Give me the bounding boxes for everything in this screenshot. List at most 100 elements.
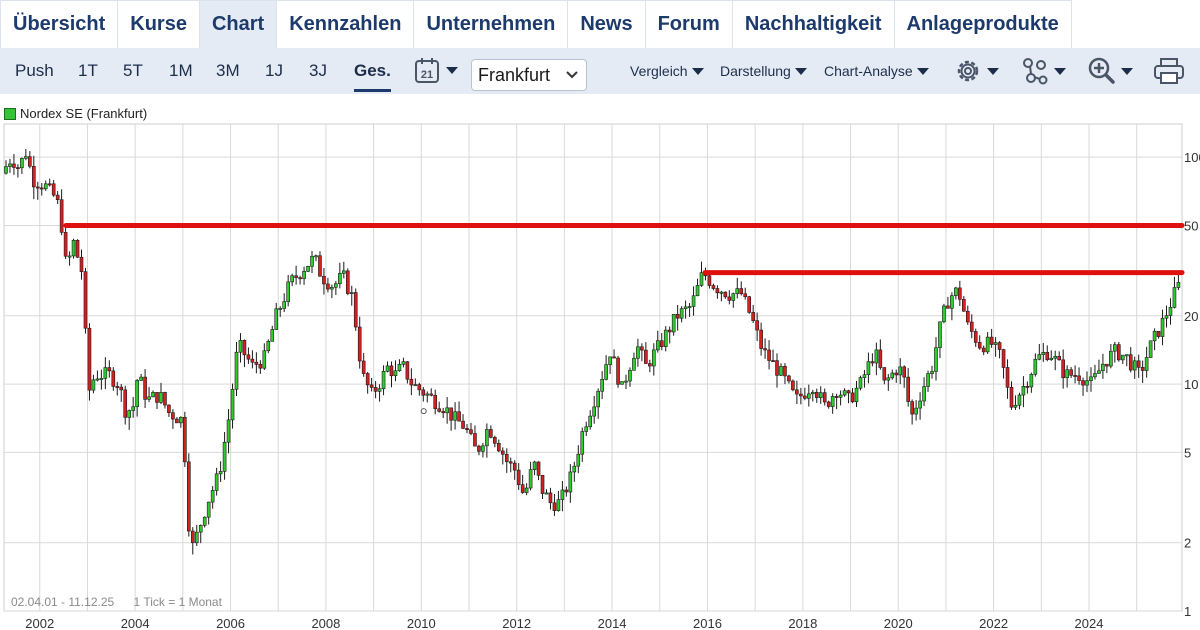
compare-dropdown[interactable]: Vergleich [630,48,704,94]
candle-down [433,394,438,410]
candle-down [1105,363,1109,367]
indicators-button[interactable] [1020,48,1070,94]
tab-forum[interactable]: Forum [644,0,733,48]
period-1j[interactable]: 1J [265,61,283,80]
candle-up [413,384,418,387]
candle-down [508,461,513,464]
candle-up [810,391,815,395]
candle-up [385,365,390,372]
candle-down [345,270,350,294]
candle-up [314,255,318,258]
exchange-select[interactable]: Frankfurt [471,59,587,91]
tab-news[interactable]: News [567,0,646,48]
candle-down [369,384,374,388]
period-5t[interactable]: 5T [123,61,143,80]
y-tick-label: 1 [1184,604,1191,619]
candle-down [12,163,16,168]
candle-up [632,357,636,371]
candle-up [222,441,227,472]
candle-down [755,320,759,331]
tab-nachhaltigkeit[interactable]: Nachhaltigkeit [731,0,895,48]
candle-down [246,354,251,360]
candle-down [28,156,32,167]
period-push[interactable]: Push [15,61,54,80]
candle-up [636,346,640,359]
candle-up [1132,360,1137,371]
candle-down [171,412,175,420]
period-ges[interactable]: Ges. [354,48,391,94]
candle-up [886,377,891,381]
candle-up [838,394,843,398]
candle-down [743,293,748,297]
candle-down [449,407,453,421]
candle-down [894,372,899,376]
candle-up [147,396,151,400]
period-1m[interactable]: 1M [169,61,193,80]
tab-kennzahlen[interactable]: Kennzahlen [276,0,415,48]
candle-down [1069,369,1073,376]
period-3j[interactable]: 3J [309,61,327,80]
tab-anlageprodukte[interactable]: Anlageprodukte [893,0,1072,48]
chart-analysis-dropdown[interactable]: Chart-Analyse [824,48,929,94]
candle-up [954,287,958,296]
period-3m[interactable]: 3M [216,61,240,80]
settings-button[interactable] [953,48,1003,94]
candle-down [55,194,60,201]
x-tick-label: 2024 [1075,616,1104,630]
tab-chart[interactable]: Chart [198,0,278,48]
candle-up [922,386,926,402]
candle-down [799,393,803,397]
display-dropdown[interactable]: Darstellung [720,48,807,94]
x-tick-label: 2010 [407,616,436,630]
candle-down [183,416,187,463]
candle-up [43,183,48,190]
candle-down [353,292,358,328]
candle-down [1061,359,1065,379]
candle-up [334,283,338,288]
candle-down [504,453,509,463]
candle-up [286,281,290,302]
candle-down [552,502,557,511]
print-button[interactable] [1153,48,1185,94]
candle-up [1021,386,1026,396]
zoom-button[interactable] [1087,48,1137,94]
tab-unternehmen[interactable]: Unternehmen [413,0,569,48]
x-tick-label: 2018 [788,616,817,630]
candle-up [942,305,946,323]
candle-down [512,462,517,471]
tab--bersicht[interactable]: Übersicht [0,0,119,48]
candle-down [87,327,92,391]
candle-down [795,389,799,395]
period-1t[interactable]: 1T [78,61,98,80]
candle-up [226,419,231,443]
candle-down [989,336,994,345]
candle-up [1017,394,1022,406]
candle-up [131,406,135,411]
candle-up [866,361,871,376]
candle-up [8,163,12,167]
x-tick-label: 2006 [216,616,245,630]
candle-up [218,471,223,475]
candle-up [528,469,533,489]
candle-up [202,516,207,526]
candle-up [938,321,942,349]
chart-range-note: 02.04.01 - 11.12.25 1 Tick = 1 Monat [11,595,238,609]
candle-down [803,395,807,399]
y-tick-label: 5 [1184,445,1191,460]
chart-legend: Nordex SE (Frankfurt) [4,106,147,121]
candle-down [783,366,787,377]
candle-down [79,256,84,272]
candle-up [620,381,624,385]
candle-down [155,392,159,403]
calendar-button[interactable]: 21 [414,48,462,94]
candle-down [409,378,414,386]
candle-down [965,310,970,323]
calendar-icon: 21 [415,58,458,83]
tab-kurse[interactable]: Kurse [117,0,200,48]
candle-up [210,490,215,503]
candle-up [349,292,354,295]
candle-down [32,165,36,188]
price-chart[interactable]: 1 2 5 10 20 50 100 2002 2004 2006 2008 2010 2012 2014… [0,94,1200,630]
candle-down [469,429,473,434]
y-tick-label: 100 [1184,150,1200,165]
